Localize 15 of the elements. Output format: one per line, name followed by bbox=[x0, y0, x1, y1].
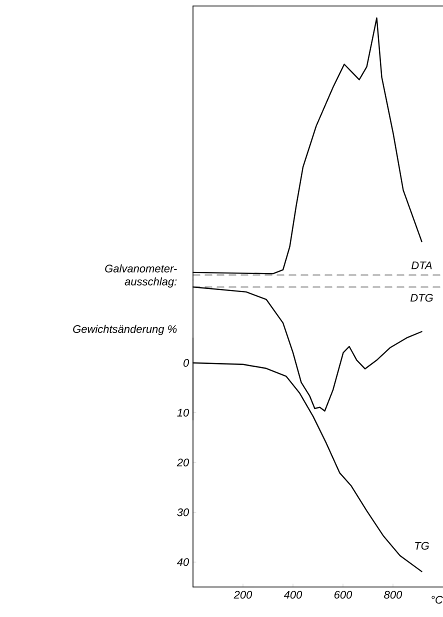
x-tick-label: 600 bbox=[334, 590, 352, 599]
y-axis-title: Gewichtsänderung % bbox=[73, 324, 177, 336]
text: DTG bbox=[410, 294, 433, 302]
y-tick-label: 30 bbox=[177, 508, 190, 516]
x-tick-label: 400 bbox=[284, 590, 302, 599]
y-tick-label: 20 bbox=[176, 458, 190, 466]
x-tick-label: 200 bbox=[234, 590, 252, 599]
y-tick-label: 10 bbox=[177, 408, 190, 417]
y-axis-title: Galvanometer- ausschlag: bbox=[105, 264, 177, 288]
x-tick-label: 800 bbox=[384, 590, 402, 599]
x-axis-title: °C bbox=[432, 596, 443, 604]
y-tick-label: 0 bbox=[183, 359, 190, 367]
y-tick-label: 40 bbox=[176, 558, 190, 566]
series-label: TG bbox=[415, 542, 429, 550]
text: DTA bbox=[411, 262, 432, 270]
